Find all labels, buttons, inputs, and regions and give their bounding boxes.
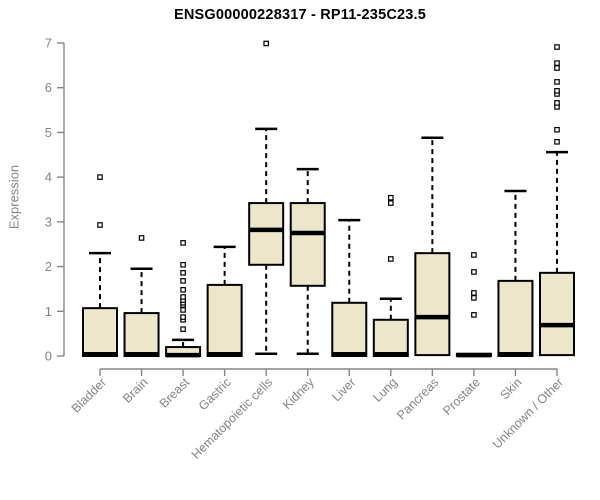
x-tick-label-hematopoietic-cells: Hematopoietic cells	[189, 375, 276, 462]
box-brain	[123, 312, 160, 357]
outlier-breast-9	[180, 278, 186, 284]
outlier-prostate-0	[471, 312, 477, 318]
y-tick-label-4: 4	[45, 170, 52, 185]
y-tick-label-0: 0	[45, 349, 52, 364]
outlier-lung-1	[388, 200, 394, 206]
outlier-prostate-1	[471, 295, 477, 301]
outlier-lung-0	[388, 256, 394, 262]
x-tick-label-prostate: Prostate	[440, 375, 483, 418]
outlier-unknown-other-7	[554, 65, 560, 71]
x-tick-label-kidney: Kidney	[280, 375, 317, 412]
outlier-breast-7	[180, 294, 186, 300]
x-tick-label-gastric: Gastric	[196, 375, 234, 413]
outlier-unknown-other-9	[554, 44, 560, 50]
y-tick-label-6: 6	[45, 80, 52, 95]
x-tick-label-brain: Brain	[120, 375, 151, 406]
box-skin	[497, 279, 534, 358]
outlier-unknown-other-1	[554, 126, 560, 133]
outlier-unknown-other-5	[554, 88, 560, 94]
x-tick-label-skin: Skin	[497, 375, 524, 402]
x-tick-label-unknown-other: Unknown / Other	[490, 375, 566, 451]
box-kidney	[289, 202, 326, 287]
outlier-bladder-1	[97, 174, 103, 180]
chart-title: ENSG00000228317 - RP11-235C23.5	[173, 7, 427, 23]
outlier-breast-3	[180, 307, 186, 313]
y-tick-label-1: 1	[45, 304, 52, 319]
x-tick-label-lung: Lung	[370, 375, 400, 405]
outlier-unknown-other-0	[554, 139, 560, 145]
box-unknown-other	[538, 271, 575, 357]
outlier-unknown-other-8	[554, 60, 560, 66]
outlier-breast-0	[180, 326, 186, 332]
outlier-breast-10	[180, 270, 186, 276]
outlier-prostate-3	[471, 269, 477, 275]
box-liver	[331, 301, 368, 358]
outlier-prostate-4	[471, 252, 477, 258]
y-tick-label-7: 7	[45, 36, 52, 51]
outlier-unknown-other-3	[554, 100, 560, 106]
y-tick-label-3: 3	[45, 214, 52, 229]
x-tick-label-liver: Liver	[329, 375, 358, 404]
y-tick-label-2: 2	[45, 259, 52, 274]
outlier-hematopoietic-cells-0	[263, 40, 269, 47]
x-tick-label-bladder: Bladder	[69, 375, 109, 415]
box-pancreas	[414, 252, 451, 357]
box-lung	[372, 318, 409, 358]
outlier-breast-2	[180, 314, 186, 320]
outlier-breast-11	[180, 261, 186, 268]
box-hematopoietic-cells	[248, 202, 285, 266]
outlier-breast-8	[180, 287, 186, 293]
x-tick-label-pancreas: Pancreas	[394, 375, 441, 422]
outlier-breast-12	[180, 240, 186, 246]
outlier-lung-2	[388, 194, 394, 201]
outlier-prostate-2	[471, 290, 477, 296]
box-gastric	[206, 283, 243, 358]
outlier-brain-0	[138, 235, 145, 241]
box-bladder	[82, 307, 118, 357]
y-tick-label-5: 5	[45, 125, 52, 140]
outlier-bladder-0	[97, 222, 103, 228]
outlier-unknown-other-6	[554, 79, 560, 85]
x-tick-label-breast: Breast	[157, 375, 193, 411]
